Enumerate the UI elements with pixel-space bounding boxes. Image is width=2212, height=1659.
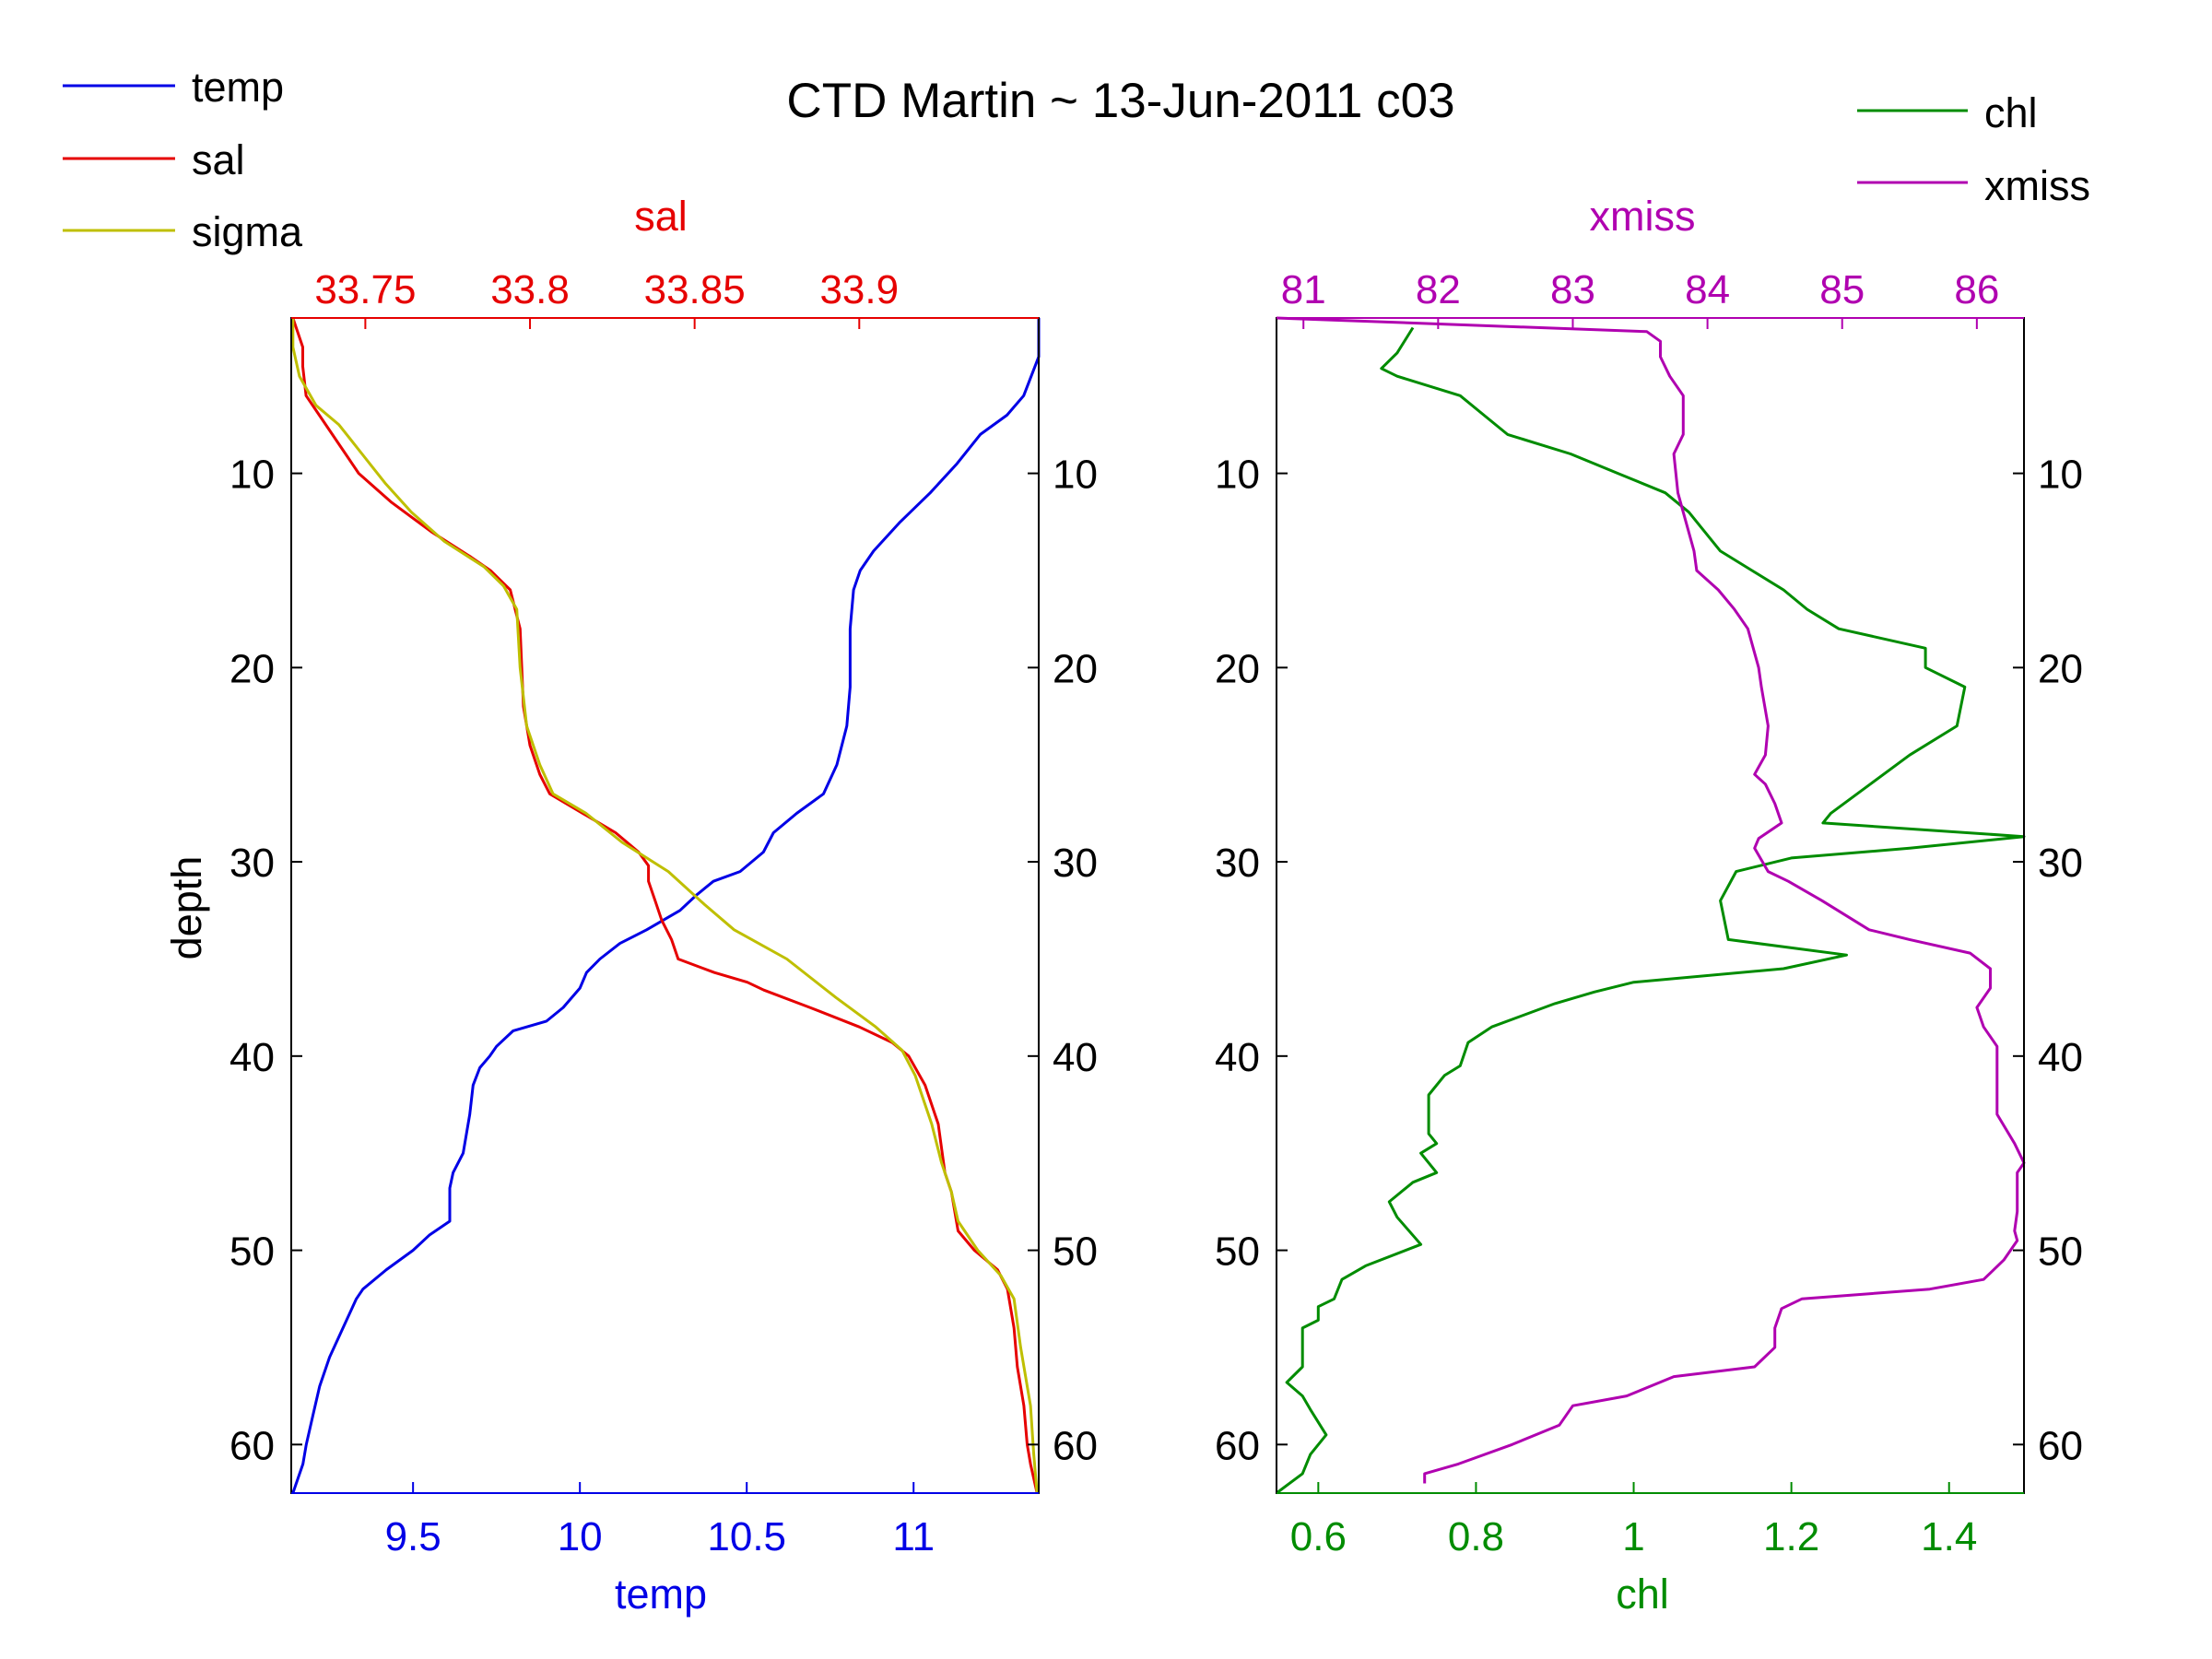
top-tick-label: 82 bbox=[1416, 267, 1461, 312]
left-y-axis-label: depth bbox=[163, 856, 210, 960]
right-top-axis-label: xmiss bbox=[1590, 193, 1696, 240]
legend-label-xmiss: xmiss bbox=[1984, 162, 2090, 209]
depth-tick-label-left: 40 bbox=[229, 1035, 275, 1080]
depth-tick-label-right: 20 bbox=[1053, 646, 1098, 691]
bottom-tick-label: 9.5 bbox=[385, 1514, 441, 1559]
depth-tick-label-left: 30 bbox=[1215, 841, 1260, 886]
depth-tick-label-left: 60 bbox=[1215, 1423, 1260, 1468]
depth-tick-label-left: 10 bbox=[229, 453, 275, 498]
series-line-xmiss bbox=[1276, 316, 2026, 1484]
depth-tick-label-right: 30 bbox=[2038, 841, 2083, 886]
depth-tick-label-right: 10 bbox=[2038, 453, 2083, 498]
legend-label-sal: sal bbox=[192, 136, 245, 183]
top-tick-label: 33.9 bbox=[819, 267, 899, 312]
top-tick-label: 33.85 bbox=[644, 267, 746, 312]
depth-tick-label-right: 30 bbox=[1053, 841, 1098, 886]
top-tick-label: 84 bbox=[1685, 267, 1730, 312]
right-bottom-axis-label: chl bbox=[1616, 1571, 1669, 1618]
depth-tick-label-left: 20 bbox=[229, 646, 275, 691]
bottom-tick-label: 1.2 bbox=[1763, 1514, 1819, 1559]
depth-tick-label-right: 60 bbox=[1053, 1423, 1098, 1468]
bottom-tick-label: 10.5 bbox=[707, 1514, 786, 1559]
top-tick-label: 33.8 bbox=[490, 267, 570, 312]
series-line-temp bbox=[291, 318, 1041, 1494]
figure-title: CTD Martin ~ 13-Jun-2011 c03 bbox=[786, 74, 1454, 128]
legend-left: temp sal sigma bbox=[63, 64, 303, 255]
depth-tick-label-left: 50 bbox=[229, 1230, 275, 1275]
bottom-tick-label: 0.8 bbox=[1448, 1514, 1504, 1559]
depth-tick-label-right: 40 bbox=[2038, 1035, 2083, 1080]
depth-tick-label-right: 20 bbox=[2038, 646, 2083, 691]
depth-tick-label-left: 50 bbox=[1215, 1230, 1260, 1275]
right-panel-axes: 10 10 20 20 30 30 40 40 50 50 60 60 0.6 0.8 1 1.2 1.4 81 8… bbox=[1215, 267, 2083, 1559]
depth-tick-label-left: 30 bbox=[229, 841, 275, 886]
right-panel-series bbox=[1276, 316, 2026, 1495]
top-tick-label: 85 bbox=[1819, 267, 1865, 312]
left-panel-series bbox=[291, 317, 1041, 1494]
top-tick-label: 86 bbox=[1954, 267, 1999, 312]
depth-tick-label-right: 60 bbox=[2038, 1423, 2083, 1468]
right-panel: 10 10 20 20 30 30 40 40 50 50 60 60 0.6 0.8 1 1.2 1.4 81 8… bbox=[1215, 193, 2083, 1618]
series-line-sigma bbox=[291, 318, 1039, 1494]
bottom-tick-label: 1.4 bbox=[1921, 1514, 1977, 1559]
depth-tick-label-left: 60 bbox=[229, 1423, 275, 1468]
depth-tick-label-right: 40 bbox=[1053, 1035, 1098, 1080]
series-line-chl bbox=[1276, 326, 2026, 1495]
depth-tick-label-right: 50 bbox=[2038, 1230, 2083, 1275]
bottom-tick-label: 11 bbox=[892, 1514, 935, 1559]
depth-tick-label-left: 40 bbox=[1215, 1035, 1260, 1080]
depth-tick-label-left: 10 bbox=[1215, 453, 1260, 498]
legend-label-chl: chl bbox=[1984, 89, 2038, 136]
left-bottom-axis-label: temp bbox=[615, 1571, 707, 1618]
left-panel-axes: 10 10 20 20 30 30 40 40 50 50 60 60 9.5 10 10.5 11 33.75… bbox=[229, 267, 1098, 1559]
depth-tick-label-left: 20 bbox=[1215, 646, 1260, 691]
legend-label-temp: temp bbox=[192, 64, 284, 111]
top-tick-label: 83 bbox=[1550, 267, 1595, 312]
depth-tick-label-right: 50 bbox=[1053, 1230, 1098, 1275]
legend-label-sigma: sigma bbox=[192, 208, 303, 255]
legend-right: chl xmiss bbox=[1857, 89, 2090, 209]
depth-tick-label-right: 10 bbox=[1053, 453, 1098, 498]
bottom-tick-label: 10 bbox=[558, 1514, 603, 1559]
bottom-tick-label: 0.6 bbox=[1290, 1514, 1347, 1559]
left-panel: 10 10 20 20 30 30 40 40 50 50 60 60 9.5 10 10.5 11 33.75… bbox=[163, 193, 1098, 1618]
top-tick-label: 33.75 bbox=[314, 267, 416, 312]
top-tick-label: 81 bbox=[1281, 267, 1326, 312]
left-top-axis-label: sal bbox=[634, 193, 688, 240]
bottom-tick-label: 1 bbox=[1622, 1514, 1644, 1559]
